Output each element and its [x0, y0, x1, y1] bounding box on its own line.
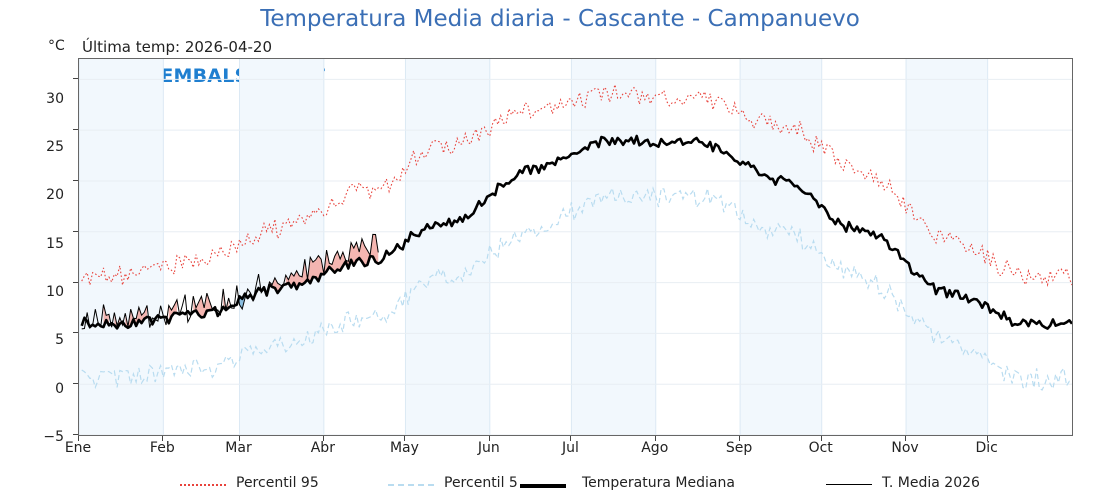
x-tick-jun: Jun	[477, 440, 500, 456]
x-tickmark	[238, 436, 240, 441]
y-tickmark	[73, 129, 78, 131]
y-tick-15: 15	[46, 236, 64, 252]
legend-label-p5: Percentil 5	[444, 475, 518, 491]
legend-swatch-median	[520, 484, 566, 488]
y-tick-20: 20	[46, 187, 64, 203]
x-tick-mar: Mar	[225, 440, 252, 456]
y-tickmark	[73, 179, 78, 181]
legend-label-median: Temperatura Mediana	[582, 475, 735, 491]
x-tick-feb: Feb	[149, 440, 175, 456]
x-tick-sep: Sep	[725, 440, 753, 456]
legend-swatch-tmedia	[826, 484, 872, 485]
x-tickmark	[905, 436, 907, 441]
y-tick-0: 0	[55, 381, 64, 397]
chart-canvas	[79, 59, 1072, 435]
x-tick-oct: Oct	[808, 440, 833, 456]
y-tick-30: 30	[46, 91, 64, 107]
x-tickmark	[162, 436, 164, 441]
y-tick-25: 25	[46, 139, 64, 155]
legend-swatch-p95	[180, 484, 226, 486]
x-tick-may: May	[389, 440, 419, 456]
x-tickmark	[78, 436, 79, 441]
x-tickmark	[404, 436, 406, 441]
plot-area: WWW.EMBALSES.NET	[78, 58, 1073, 436]
x-tick-nov: Nov	[891, 440, 919, 456]
page-title: Temperatura Media diaria - Cascante - Ca…	[260, 6, 860, 32]
x-tickmark	[322, 436, 324, 441]
y-tickmark	[73, 383, 78, 385]
legend-label-p95: Percentil 95	[236, 475, 319, 491]
x-tickmark	[570, 436, 572, 441]
y-tick-10: 10	[46, 284, 64, 300]
x-tick-jul: Jul	[561, 440, 579, 456]
x-tickmark	[654, 436, 656, 441]
x-tickmark	[986, 436, 988, 441]
x-tick-ago: Ago	[641, 440, 669, 456]
last-temp-label: Última temp: 2026-04-20	[82, 38, 273, 56]
legend-swatch-p5	[388, 484, 434, 486]
legend-label-tmedia: T. Media 2026	[882, 475, 980, 491]
x-tick-ene: Ene	[64, 440, 92, 456]
chart-legend: Percentil 95 Percentil 5 Temperatura Med…	[0, 470, 1120, 500]
x-tickmark	[488, 436, 490, 441]
y-tickmark	[73, 78, 78, 80]
y-axis-unit-label: °C	[48, 38, 65, 54]
x-tickmark	[820, 436, 822, 441]
y-tickmark	[73, 281, 78, 283]
y-tickmark	[73, 332, 78, 334]
y-tick-minus5: −5	[43, 429, 64, 445]
x-tick-dic: Dic	[975, 440, 998, 456]
y-tickmark	[73, 434, 78, 435]
y-tick-5: 5	[55, 332, 64, 348]
y-tickmark	[73, 230, 78, 232]
x-tickmark	[739, 436, 741, 441]
x-tick-abr: Abr	[310, 440, 335, 456]
